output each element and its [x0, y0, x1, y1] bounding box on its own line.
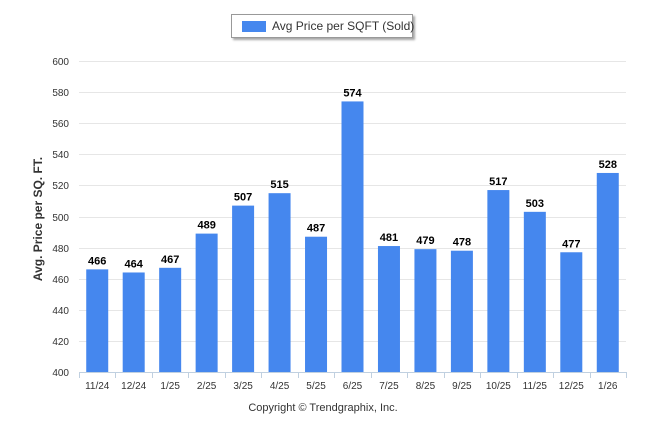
- x-tick-label: 6/25: [343, 381, 363, 392]
- bar[interactable]: [377, 246, 400, 372]
- x-tick-labels: 11/24 12/24 1/25 2/25 3/25 4/25 5/25 6/25 7/25 8/…: [79, 372, 627, 392]
- legend-swatch: [242, 21, 266, 32]
- bar[interactable]: [159, 267, 182, 372]
- x-tick-label: 7/25: [379, 381, 399, 392]
- x-tick-label: 8/25: [416, 381, 436, 392]
- data-label: 467: [161, 254, 179, 266]
- data-label: 503: [526, 198, 544, 210]
- x-tick-label: 4/25: [270, 381, 290, 392]
- copyright-text: Copyright © Trendgraphix, Inc.: [248, 402, 398, 414]
- x-tick-label: 1/25: [160, 381, 180, 392]
- data-label: 479: [416, 235, 434, 247]
- x-tick-label: 1/26: [598, 381, 618, 392]
- data-label: 477: [562, 238, 580, 250]
- y-tick-label: 560: [52, 119, 69, 130]
- x-tick-label: 3/25: [233, 381, 253, 392]
- x-tick-label: 9/25: [452, 381, 472, 392]
- bar[interactable]: [86, 269, 109, 372]
- x-tick-label: 10/25: [486, 381, 511, 392]
- bar[interactable]: [268, 193, 291, 372]
- x-tick-label: 2/25: [197, 381, 217, 392]
- y-tick-label: 500: [52, 213, 69, 224]
- y-tick-label: 400: [52, 368, 69, 379]
- bar[interactable]: [414, 249, 437, 372]
- bar[interactable]: [560, 252, 583, 372]
- data-label: 481: [380, 232, 398, 244]
- bars: 466 464 467 489 507 515 487 574 481 479 478 517 503 4…: [86, 87, 619, 373]
- x-tick-label: 12/25: [559, 381, 584, 392]
- data-label: 478: [453, 237, 471, 249]
- y-axis-label: Avg. Price per SQ. FT.: [31, 156, 45, 282]
- data-label: 517: [489, 176, 507, 188]
- y-tick-label: 420: [52, 337, 69, 348]
- data-label: 487: [307, 223, 325, 235]
- x-tick-label: 11/25: [523, 381, 548, 392]
- y-tick-label: 600: [52, 57, 69, 68]
- y-tick-label: 540: [52, 150, 69, 161]
- y-tick-label: 520: [52, 181, 69, 192]
- data-label: 528: [599, 159, 617, 171]
- data-label: 464: [125, 258, 144, 270]
- y-tick-labels: 400 420 440 460 480 500 520 540 560 580 600: [52, 57, 69, 379]
- legend[interactable]: Avg Price per SQFT (Sold): [231, 14, 415, 38]
- bar[interactable]: [195, 233, 218, 372]
- legend-label: Avg Price per SQFT (Sold): [272, 19, 415, 33]
- x-tick-label: 11/24: [85, 381, 110, 392]
- x-tick-label: 12/24: [121, 381, 146, 392]
- y-tick-label: 480: [52, 244, 69, 255]
- y-tick-label: 440: [52, 306, 69, 317]
- y-tick-label: 580: [52, 88, 69, 99]
- data-label: 507: [234, 192, 252, 204]
- data-label: 466: [88, 255, 106, 267]
- bar[interactable]: [232, 205, 255, 372]
- bar[interactable]: [305, 236, 328, 372]
- bar[interactable]: [596, 172, 619, 372]
- bar[interactable]: [122, 272, 145, 372]
- data-label: 574: [343, 87, 362, 99]
- bar[interactable]: [523, 211, 546, 372]
- data-label: 489: [197, 220, 215, 232]
- bar[interactable]: [487, 190, 510, 372]
- data-label: 515: [270, 179, 288, 191]
- bar[interactable]: [450, 250, 473, 372]
- x-tick-label: 5/25: [306, 381, 326, 392]
- bar[interactable]: [341, 101, 364, 373]
- y-tick-label: 460: [52, 275, 69, 286]
